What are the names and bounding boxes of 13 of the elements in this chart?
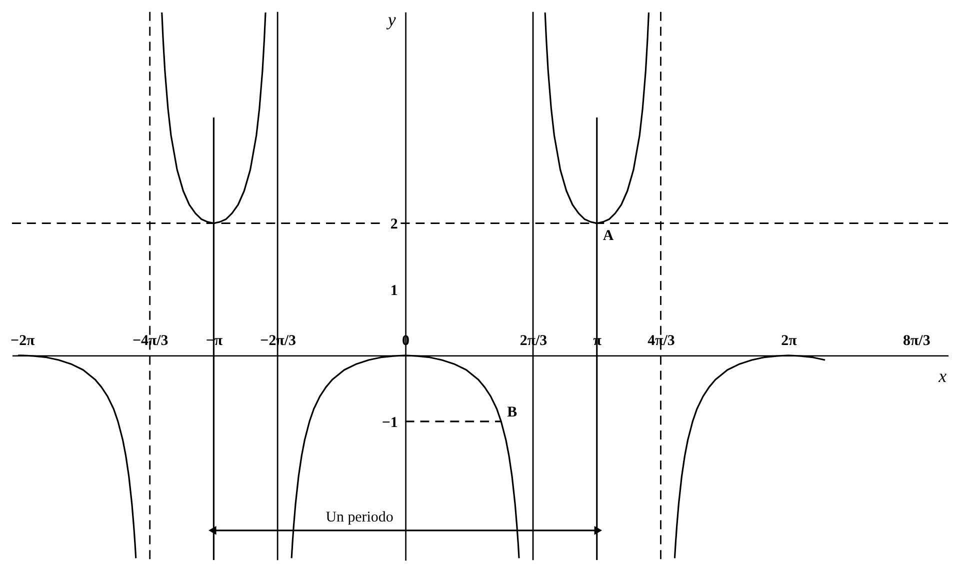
y-axis-title: y <box>386 9 396 30</box>
x-axis-title: x <box>938 366 947 386</box>
y-tick-label: 2 <box>390 216 398 233</box>
annotation: B <box>507 404 518 420</box>
annotation: A <box>602 228 614 244</box>
series-label: Un periodo <box>326 509 394 526</box>
y-tick-label: −1 <box>382 414 398 431</box>
y-tick-label: 1 <box>390 282 398 299</box>
x-tick-label: −4π/3 <box>132 332 168 349</box>
x-tick-label: 2π <box>781 332 798 349</box>
x-tick-label: 8π/3 <box>903 332 930 349</box>
x-tick-label: −2π <box>10 332 36 349</box>
x-tick-label: 4π/3 <box>648 332 675 349</box>
